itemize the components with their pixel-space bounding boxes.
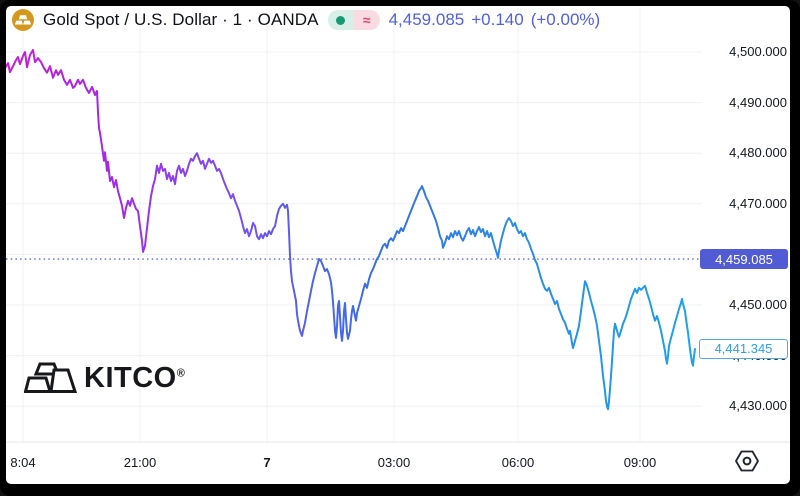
symbol-title[interactable]: Gold Spot / U.S. Dollar · 1 · OANDA	[43, 10, 319, 29]
price-scale-label: 4,430.000	[729, 398, 787, 414]
market-status-pill[interactable]: ≈	[327, 10, 380, 30]
market-open-dot-icon	[336, 15, 346, 25]
time-scale-label: 7	[263, 455, 271, 470]
last-price-badge[interactable]: 4,459.085	[700, 249, 788, 270]
market-open-indicator	[327, 10, 354, 30]
price-scale-label: 4,470.000	[729, 195, 787, 211]
time-scale-label: 21:00	[123, 455, 157, 470]
settings-icon[interactable]	[733, 447, 761, 475]
time-scale-label: 8:04	[10, 455, 36, 470]
price-scale-label: 4,450.000	[729, 297, 787, 312]
time-scale-label: 03:00	[377, 455, 411, 470]
price-scale-label: 4,490.000	[729, 94, 787, 110]
time-scale-label: 09:00	[623, 455, 657, 470]
price-change-percent: (+0.00%)	[530, 10, 601, 29]
chart-header: Gold Spot / U.S. Dollar · 1 · OANDA ≈ 4,…	[12, 9, 600, 31]
prev-close-price-badge[interactable]: 4,441.345	[699, 338, 788, 359]
kitco-watermark: KITCO®	[24, 360, 185, 396]
kitco-brand-text: KITCO®	[84, 362, 186, 394]
price-change-value: +0.140	[471, 10, 524, 29]
kitco-gold-bars-icon	[24, 362, 78, 393]
chart-pane[interactable]	[6, 6, 790, 484]
price-scale-label: 4,480.000	[729, 145, 787, 161]
price-scale-label: 4,500.000	[729, 44, 787, 59]
time-scale-label: 06:00	[501, 455, 535, 470]
gold-bars-icon	[12, 9, 34, 31]
last-price-value: 4,459.085	[388, 10, 465, 29]
delayed-data-indicator: ≈	[353, 10, 380, 30]
last-price-readout: 4,459.085 +0.140 (+0.00%)	[389, 10, 601, 30]
chart-panel	[6, 6, 790, 484]
price-line-path	[6, 49, 696, 411]
registered-mark: ®	[176, 367, 186, 380]
